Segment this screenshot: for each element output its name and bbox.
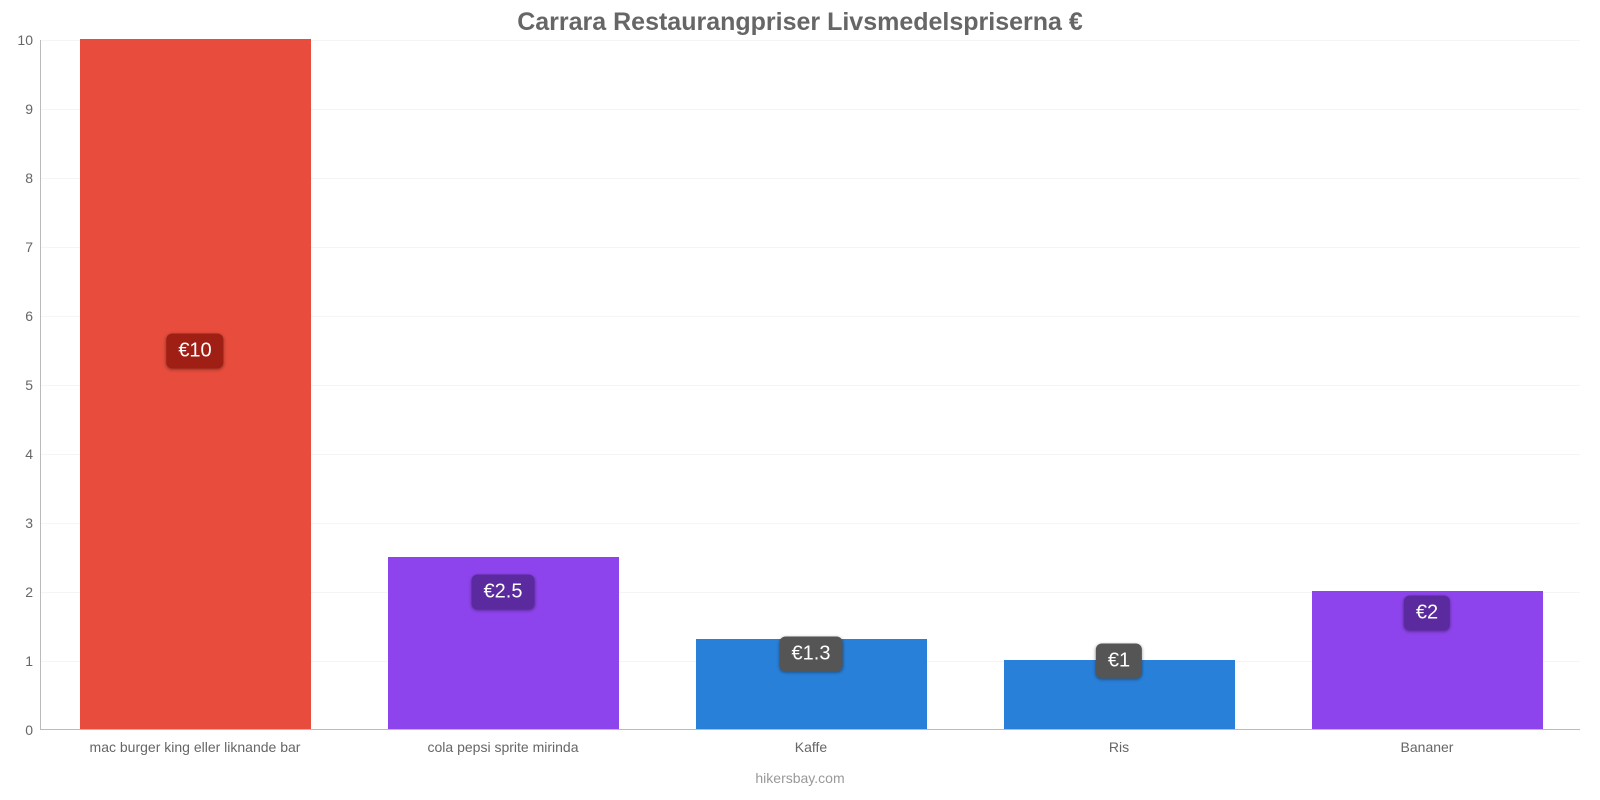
y-tick-label: 0 [25,722,41,738]
x-tick-label: Bananer [1401,729,1454,755]
bar-value-badge: €10 [166,333,223,368]
bar-value-badge: €1 [1096,644,1142,679]
x-tick-label: mac burger king eller liknande bar [90,729,301,755]
x-tick-label: Kaffe [795,729,827,755]
y-tick-label: 2 [25,584,41,600]
y-tick-label: 5 [25,377,41,393]
y-tick-label: 6 [25,308,41,324]
bar-value-badge: €2 [1404,595,1450,630]
y-tick-label: 9 [25,101,41,117]
chart-footer: hikersbay.com [755,770,844,786]
y-tick-label: 3 [25,515,41,531]
bar-value-badge: €1.3 [780,637,843,672]
bar [80,39,311,729]
plot-area: 012345678910€10mac burger king eller lik… [40,40,1580,730]
y-tick-label: 7 [25,239,41,255]
bar-value-badge: €2.5 [472,575,535,610]
chart-title: Carrara Restaurangpriser Livsmedelsprise… [0,8,1600,37]
x-tick-label: cola pepsi sprite mirinda [428,729,579,755]
x-tick-label: Ris [1109,729,1129,755]
y-tick-label: 8 [25,170,41,186]
y-tick-label: 10 [17,32,41,48]
y-tick-label: 1 [25,653,41,669]
y-tick-label: 4 [25,446,41,462]
